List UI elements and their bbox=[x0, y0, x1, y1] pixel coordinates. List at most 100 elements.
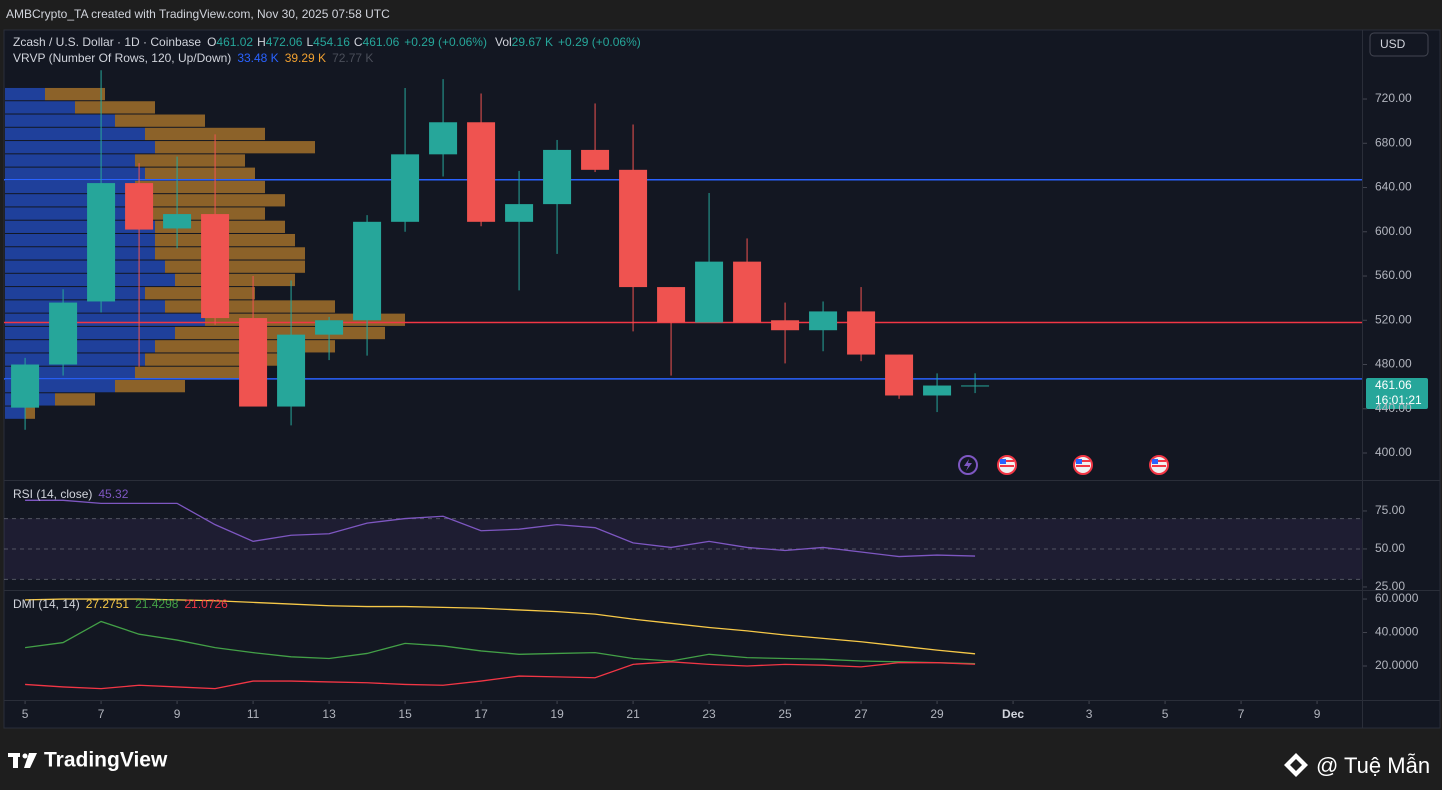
candle-body bbox=[581, 149, 610, 170]
candle-body bbox=[657, 287, 686, 323]
vp-up-bar bbox=[5, 101, 75, 114]
y-tick-label: 560.00 bbox=[1375, 268, 1412, 282]
vp-down-bar bbox=[55, 393, 95, 406]
y-tick-label: 75.00 bbox=[1375, 503, 1405, 517]
currency-label: USD bbox=[1380, 37, 1406, 51]
vp-up-bar bbox=[5, 233, 155, 247]
event-icons bbox=[958, 455, 1169, 475]
currency-button[interactable] bbox=[1369, 32, 1429, 57]
vp-down-bar bbox=[135, 154, 245, 167]
candle-body bbox=[125, 183, 154, 230]
brand-name: TradingView bbox=[44, 749, 168, 772]
y-tick-label: 25.00 bbox=[1375, 579, 1405, 593]
ohlc-label: C bbox=[354, 35, 363, 49]
candle-body bbox=[771, 320, 800, 331]
candle-body bbox=[353, 221, 382, 321]
candle-body bbox=[619, 169, 648, 288]
vp-down-bar bbox=[165, 260, 305, 273]
vp-down-bar bbox=[145, 127, 265, 141]
vrvp-legend: VRVP (Number Of Rows, 120, Up/Down) 33.48… bbox=[13, 51, 373, 65]
vp-down-bar bbox=[145, 167, 255, 180]
candle-body bbox=[11, 364, 40, 408]
vp-up-bar bbox=[5, 127, 145, 141]
y-tick-label: 440.00 bbox=[1375, 401, 1412, 415]
vp-down-bar bbox=[25, 406, 35, 419]
vp-down-bar bbox=[155, 141, 315, 154]
candle-body bbox=[923, 385, 952, 396]
ohlc-value: 472.06 bbox=[266, 35, 303, 49]
y-tick-label: 400.00 bbox=[1375, 445, 1412, 459]
candle-body bbox=[391, 154, 420, 222]
ohlc-label: H bbox=[257, 35, 266, 49]
vp-down-bar bbox=[135, 180, 265, 194]
dmi-legend: DMI (14, 14) 27.2751 21.4298 21.0726 bbox=[13, 597, 228, 611]
y-tick-label: 600.00 bbox=[1375, 224, 1412, 238]
vp-up-bar bbox=[5, 260, 165, 273]
x-tick-label: 15 bbox=[398, 707, 412, 721]
vp-up-bar bbox=[5, 247, 155, 260]
y-tick-label: 40.0000 bbox=[1375, 625, 1419, 639]
volume-change: +0.29 (+0.06%) bbox=[558, 35, 641, 49]
ohlc-value: 461.02 bbox=[216, 35, 253, 49]
event-icon[interactable] bbox=[997, 455, 1017, 475]
watermark: @ Tuệ Mẫn bbox=[1316, 753, 1430, 778]
candle-body bbox=[733, 261, 762, 323]
vp-up-bar bbox=[5, 313, 205, 326]
rsi-title: RSI (14, close) bbox=[13, 487, 92, 501]
vp-down-bar bbox=[145, 287, 255, 300]
symbol-legend: Zcash / U.S. Dollar · 1D · Coinbase O461.… bbox=[13, 35, 641, 49]
candle-body bbox=[809, 311, 838, 331]
dmi-title: DMI (14, 14) bbox=[13, 597, 80, 611]
vp-up-bar bbox=[5, 340, 155, 353]
y-tick-label: 50.00 bbox=[1375, 541, 1405, 555]
candle-body bbox=[467, 122, 496, 222]
vp-up-bar bbox=[5, 180, 135, 194]
vrvp-down: 39.29 K bbox=[285, 51, 326, 65]
y-tick-label: 520.00 bbox=[1375, 312, 1412, 326]
x-tick-label: 13 bbox=[322, 707, 336, 721]
event-icon[interactable] bbox=[1073, 455, 1093, 475]
x-tick-label: 9 bbox=[1314, 707, 1321, 721]
header-text: AMBCrypto_TA created with TradingView.co… bbox=[6, 7, 390, 21]
x-tick-label: 9 bbox=[174, 707, 181, 721]
ohlc-label: O bbox=[207, 35, 216, 49]
candle-body bbox=[239, 318, 268, 407]
indicator-line bbox=[25, 661, 976, 690]
x-tick-label: 3 bbox=[1086, 707, 1093, 721]
candle-body bbox=[695, 261, 724, 323]
vrvp-total: 72.77 K bbox=[332, 51, 373, 65]
y-tick-label: 20.0000 bbox=[1375, 658, 1419, 672]
candle-body bbox=[277, 334, 306, 407]
candle-body bbox=[885, 354, 914, 396]
vp-up-bar bbox=[5, 406, 25, 419]
event-icon[interactable] bbox=[1149, 455, 1169, 475]
plus-di-value: 21.4298 bbox=[135, 597, 179, 611]
vp-down-bar bbox=[75, 101, 155, 114]
candle-body bbox=[49, 302, 78, 365]
indicator-line bbox=[25, 598, 976, 655]
change: +0.29 (+0.06%) bbox=[404, 35, 487, 49]
y-tick-label: 680.00 bbox=[1375, 135, 1412, 149]
vp-up-bar bbox=[5, 220, 155, 233]
candle-body bbox=[163, 214, 192, 229]
x-tick-label: 25 bbox=[778, 707, 792, 721]
x-tick-label: 17 bbox=[474, 707, 488, 721]
x-tick-label: 5 bbox=[22, 707, 29, 721]
vp-down-bar bbox=[135, 366, 245, 379]
vp-up-bar bbox=[5, 287, 145, 300]
x-tick-label: 27 bbox=[854, 707, 868, 721]
indicator-line bbox=[24, 620, 976, 665]
x-tick-label: 23 bbox=[702, 707, 716, 721]
vp-up-bar bbox=[5, 326, 175, 340]
ohlc-value: 454.16 bbox=[313, 35, 350, 49]
x-tick-label: 7 bbox=[1238, 707, 1245, 721]
candle-body bbox=[87, 183, 116, 302]
candle-body bbox=[429, 122, 458, 155]
rsi-value: 45.32 bbox=[98, 487, 128, 501]
vp-down-bar bbox=[45, 87, 105, 101]
vp-up-bar bbox=[5, 207, 145, 220]
adx-value: 27.2751 bbox=[86, 597, 130, 611]
brand-logo bbox=[8, 753, 37, 768]
vp-up-bar bbox=[5, 167, 145, 180]
